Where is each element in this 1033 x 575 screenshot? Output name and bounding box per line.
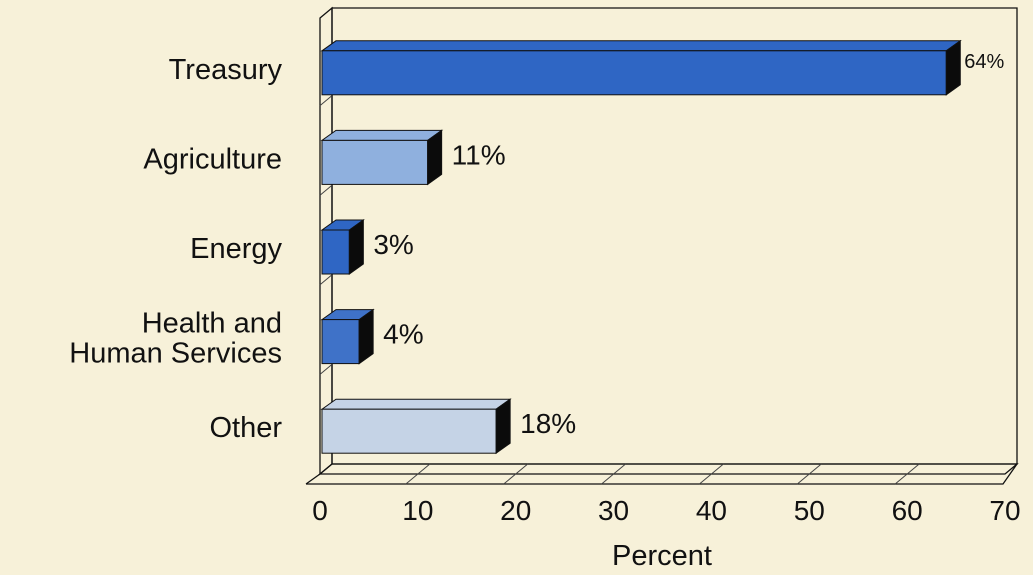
- floor-edge-corner: [305, 473, 321, 485]
- bar: [320, 398, 512, 455]
- bar-top-face: [320, 398, 512, 410]
- bar: [320, 308, 375, 365]
- bar-side-face: [348, 219, 364, 275]
- category-label: Treasury: [169, 54, 283, 86]
- chart-grid: [319, 95, 920, 485]
- x-tick-label: 60: [892, 495, 923, 526]
- bar-top-face: [320, 129, 444, 141]
- floor-gridline: [405, 463, 431, 485]
- bar-top-face: [320, 40, 962, 52]
- category-separator: [319, 184, 333, 196]
- x-tick-label: 70: [989, 495, 1020, 526]
- category-separator: [319, 95, 333, 106]
- category-label: Energy: [190, 233, 282, 265]
- bar-front-face: [321, 139, 429, 185]
- floor-edge: [306, 463, 1018, 485]
- bar-side-face: [358, 308, 374, 365]
- x-tick-label: 40: [696, 495, 727, 526]
- x-axis-title: Percent: [612, 540, 712, 572]
- bar-side-face: [427, 129, 443, 186]
- bar: [320, 129, 444, 186]
- bar-front-face: [321, 50, 947, 96]
- bar-side-face: [495, 398, 511, 455]
- x-tick-label: 30: [598, 495, 629, 526]
- x-tick-label: 50: [794, 495, 825, 526]
- bar-value-label: 4%: [383, 319, 423, 350]
- floor-gridline: [894, 463, 920, 485]
- bar: [320, 219, 365, 275]
- floor-gridline: [699, 463, 724, 485]
- category-label: Health and Human Services: [69, 308, 282, 370]
- bar-front-face: [321, 229, 350, 275]
- bar-side-face: [945, 39, 961, 96]
- category-separator: [319, 364, 333, 375]
- bar-value-label: 11%: [452, 139, 506, 170]
- category-separator: [319, 274, 333, 286]
- category-label: Other: [209, 412, 282, 444]
- x-tick-label: 20: [500, 495, 531, 526]
- bar-value-label: 3%: [373, 229, 413, 260]
- x-tick-label: 10: [402, 495, 433, 526]
- bar: [320, 39, 962, 96]
- bar-front-face: [321, 408, 497, 454]
- bar-value-label: 18%: [520, 408, 576, 439]
- category-label: Agriculture: [143, 143, 282, 175]
- chart-labels: 0 10 20 30 40 50 60 70 64% Treasury 11% Agriculture…: [69, 51, 1020, 526]
- x-tick-label: 0: [312, 495, 328, 526]
- floor-gridline: [796, 463, 822, 485]
- bar-value-label: 64%: [964, 51, 1004, 73]
- chart-bars: [320, 39, 962, 455]
- floor-gridline: [601, 463, 626, 485]
- bar-front-face: [321, 319, 360, 365]
- floor-gridline: [503, 463, 529, 485]
